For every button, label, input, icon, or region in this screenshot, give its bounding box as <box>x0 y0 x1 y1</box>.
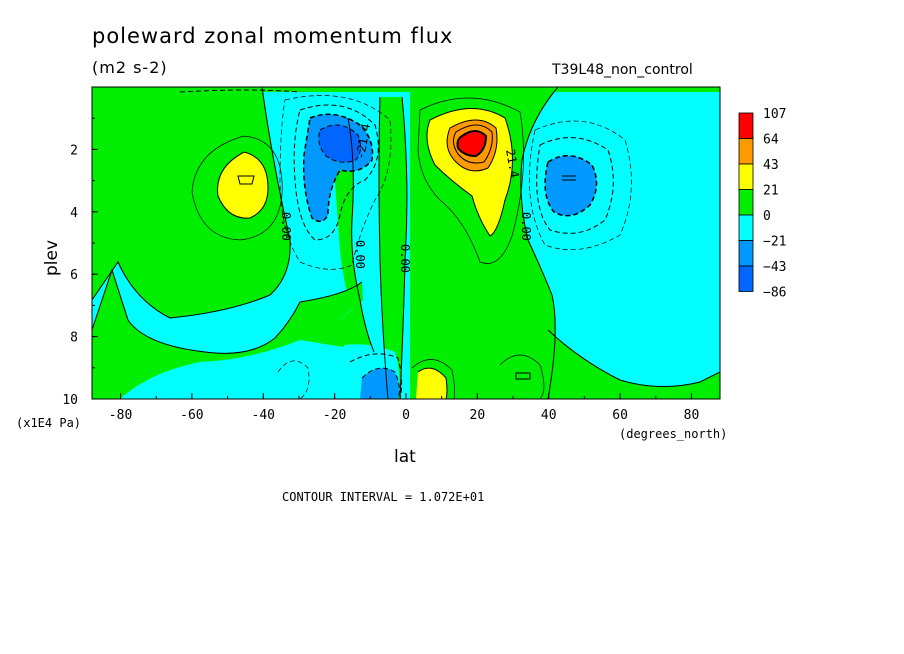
fill-green-center-left <box>300 118 374 352</box>
colorbar-label: −43 <box>763 260 786 275</box>
contour-neg64-west <box>318 124 362 163</box>
y-tick-label: 8 <box>70 331 78 346</box>
colorbar-label: 0 <box>763 209 771 224</box>
contour-21-west <box>191 135 283 241</box>
y-axis-units: (x1E4 Pa) <box>16 416 82 430</box>
contour-neg21-west-outer <box>279 95 392 270</box>
contour-interval: CONTOUR INTERVAL = 1.072E+01 <box>282 490 485 504</box>
colorbar-label: −86 <box>763 286 786 301</box>
contour-label-zero-center: 0.00 <box>398 244 412 273</box>
contour-neg21-west <box>293 104 379 241</box>
contour-neg43-east <box>544 155 598 217</box>
chart-units: (m2 s-2) <box>92 58 168 77</box>
y-axis-label: plev <box>42 239 63 277</box>
y-tick-label: 10 <box>62 393 78 408</box>
contour-neg21-east-outer <box>529 120 632 251</box>
x-tick-label: -80 <box>109 408 132 423</box>
contour-43-lower <box>417 367 448 399</box>
contour-neg43-lower-right <box>515 372 531 380</box>
colorbar-label: −21 <box>763 235 786 250</box>
x-axis-label: lat <box>394 447 416 467</box>
run-label: T39L48_non_control <box>552 62 693 78</box>
colorbar-label: 43 <box>763 158 779 173</box>
contour-top-dashed <box>179 89 301 93</box>
contour-label-zero-east: 0.00 <box>519 212 533 241</box>
contour-label-group: -21.4 21.4 0.00 0.00 0.00 0.00 <box>279 123 533 273</box>
y-tick-label: 6 <box>70 268 78 283</box>
contour-fills <box>92 87 720 399</box>
contour-64-east <box>446 119 498 172</box>
contour-neg21-lower-left <box>277 360 310 399</box>
colorbar-swatch <box>738 189 754 216</box>
zero-contour-east <box>520 87 559 399</box>
fill-yellow-west-max <box>217 152 268 219</box>
y-axis: 2 4 6 8 10 <box>62 117 98 408</box>
zero-contour-center <box>378 96 408 399</box>
x-axis: -80 -60 -40 -20 0 20 40 60 80 <box>109 393 699 423</box>
colorbar-label: 64 <box>763 133 779 148</box>
contour-label-neg21-4: -21.4 <box>353 123 373 161</box>
colorbar-swatch <box>738 214 754 241</box>
fill-green-lower-left <box>92 270 363 399</box>
colorbar-label: 21 <box>763 184 779 199</box>
contour-64-west <box>237 175 255 185</box>
colorbar-swatch <box>738 112 754 139</box>
contour-lines <box>92 87 720 399</box>
x-tick-label: -60 <box>180 408 203 423</box>
y-tick-label: 2 <box>70 143 78 158</box>
fill-green-center <box>379 97 407 399</box>
zero-contour-lower-left <box>92 268 363 354</box>
x-tick-label: -40 <box>252 408 275 423</box>
colorbar-swatch <box>738 265 754 292</box>
contour-43-east <box>426 108 513 237</box>
x-tick-label: 0 <box>402 408 410 423</box>
x-axis-units: (degrees_north) <box>619 427 728 441</box>
fill-yellow-lower <box>416 368 447 399</box>
fill-blue-lower <box>360 368 400 399</box>
contour-neg21-east <box>536 137 614 234</box>
x-tick-label: -20 <box>323 408 346 423</box>
contour-neg43-west <box>302 113 374 223</box>
contour-21-lower-right <box>499 354 545 399</box>
contour-21-east-outer <box>417 97 524 264</box>
contour-43-west <box>217 151 269 219</box>
colorbar-swatch <box>738 138 754 165</box>
fill-green-lower-right <box>548 330 720 399</box>
zero-contour-west <box>92 87 291 319</box>
contour-label-zero-center-left: 0.00 <box>353 240 367 269</box>
zero-contour-lower-right <box>547 329 720 387</box>
contour-label-zero-west: 0.00 <box>279 212 293 241</box>
contour-neg43-lower <box>361 367 400 399</box>
colorbar: 107 64 43 21 0 −21 −43 −86 <box>738 107 786 301</box>
contour-107-east <box>456 130 488 158</box>
fill-green-west <box>92 87 291 318</box>
contour-label-21-4: 21.4 <box>503 148 522 179</box>
colorbar-label: 107 <box>763 107 786 122</box>
fill-green-top-strip <box>92 87 720 92</box>
fill-blue-east-min <box>545 155 597 216</box>
contour-86-east <box>452 124 493 164</box>
x-tick-label: 60 <box>612 408 628 423</box>
x-tick-label: 40 <box>541 408 557 423</box>
fill-red-core <box>457 131 486 156</box>
contour-neg21-lower <box>349 353 403 399</box>
y-tick-label: 4 <box>70 206 78 221</box>
contour-neg43-east-core <box>562 175 576 181</box>
x-tick-label: 80 <box>684 408 700 423</box>
contour-21-lower <box>411 359 456 399</box>
colorbar-swatch <box>738 240 754 267</box>
colorbar-swatch <box>738 163 754 190</box>
chart-title: poleward zonal momentum flux <box>92 24 454 48</box>
zero-contour-center-left <box>347 117 375 353</box>
x-tick-label: 20 <box>470 408 486 423</box>
